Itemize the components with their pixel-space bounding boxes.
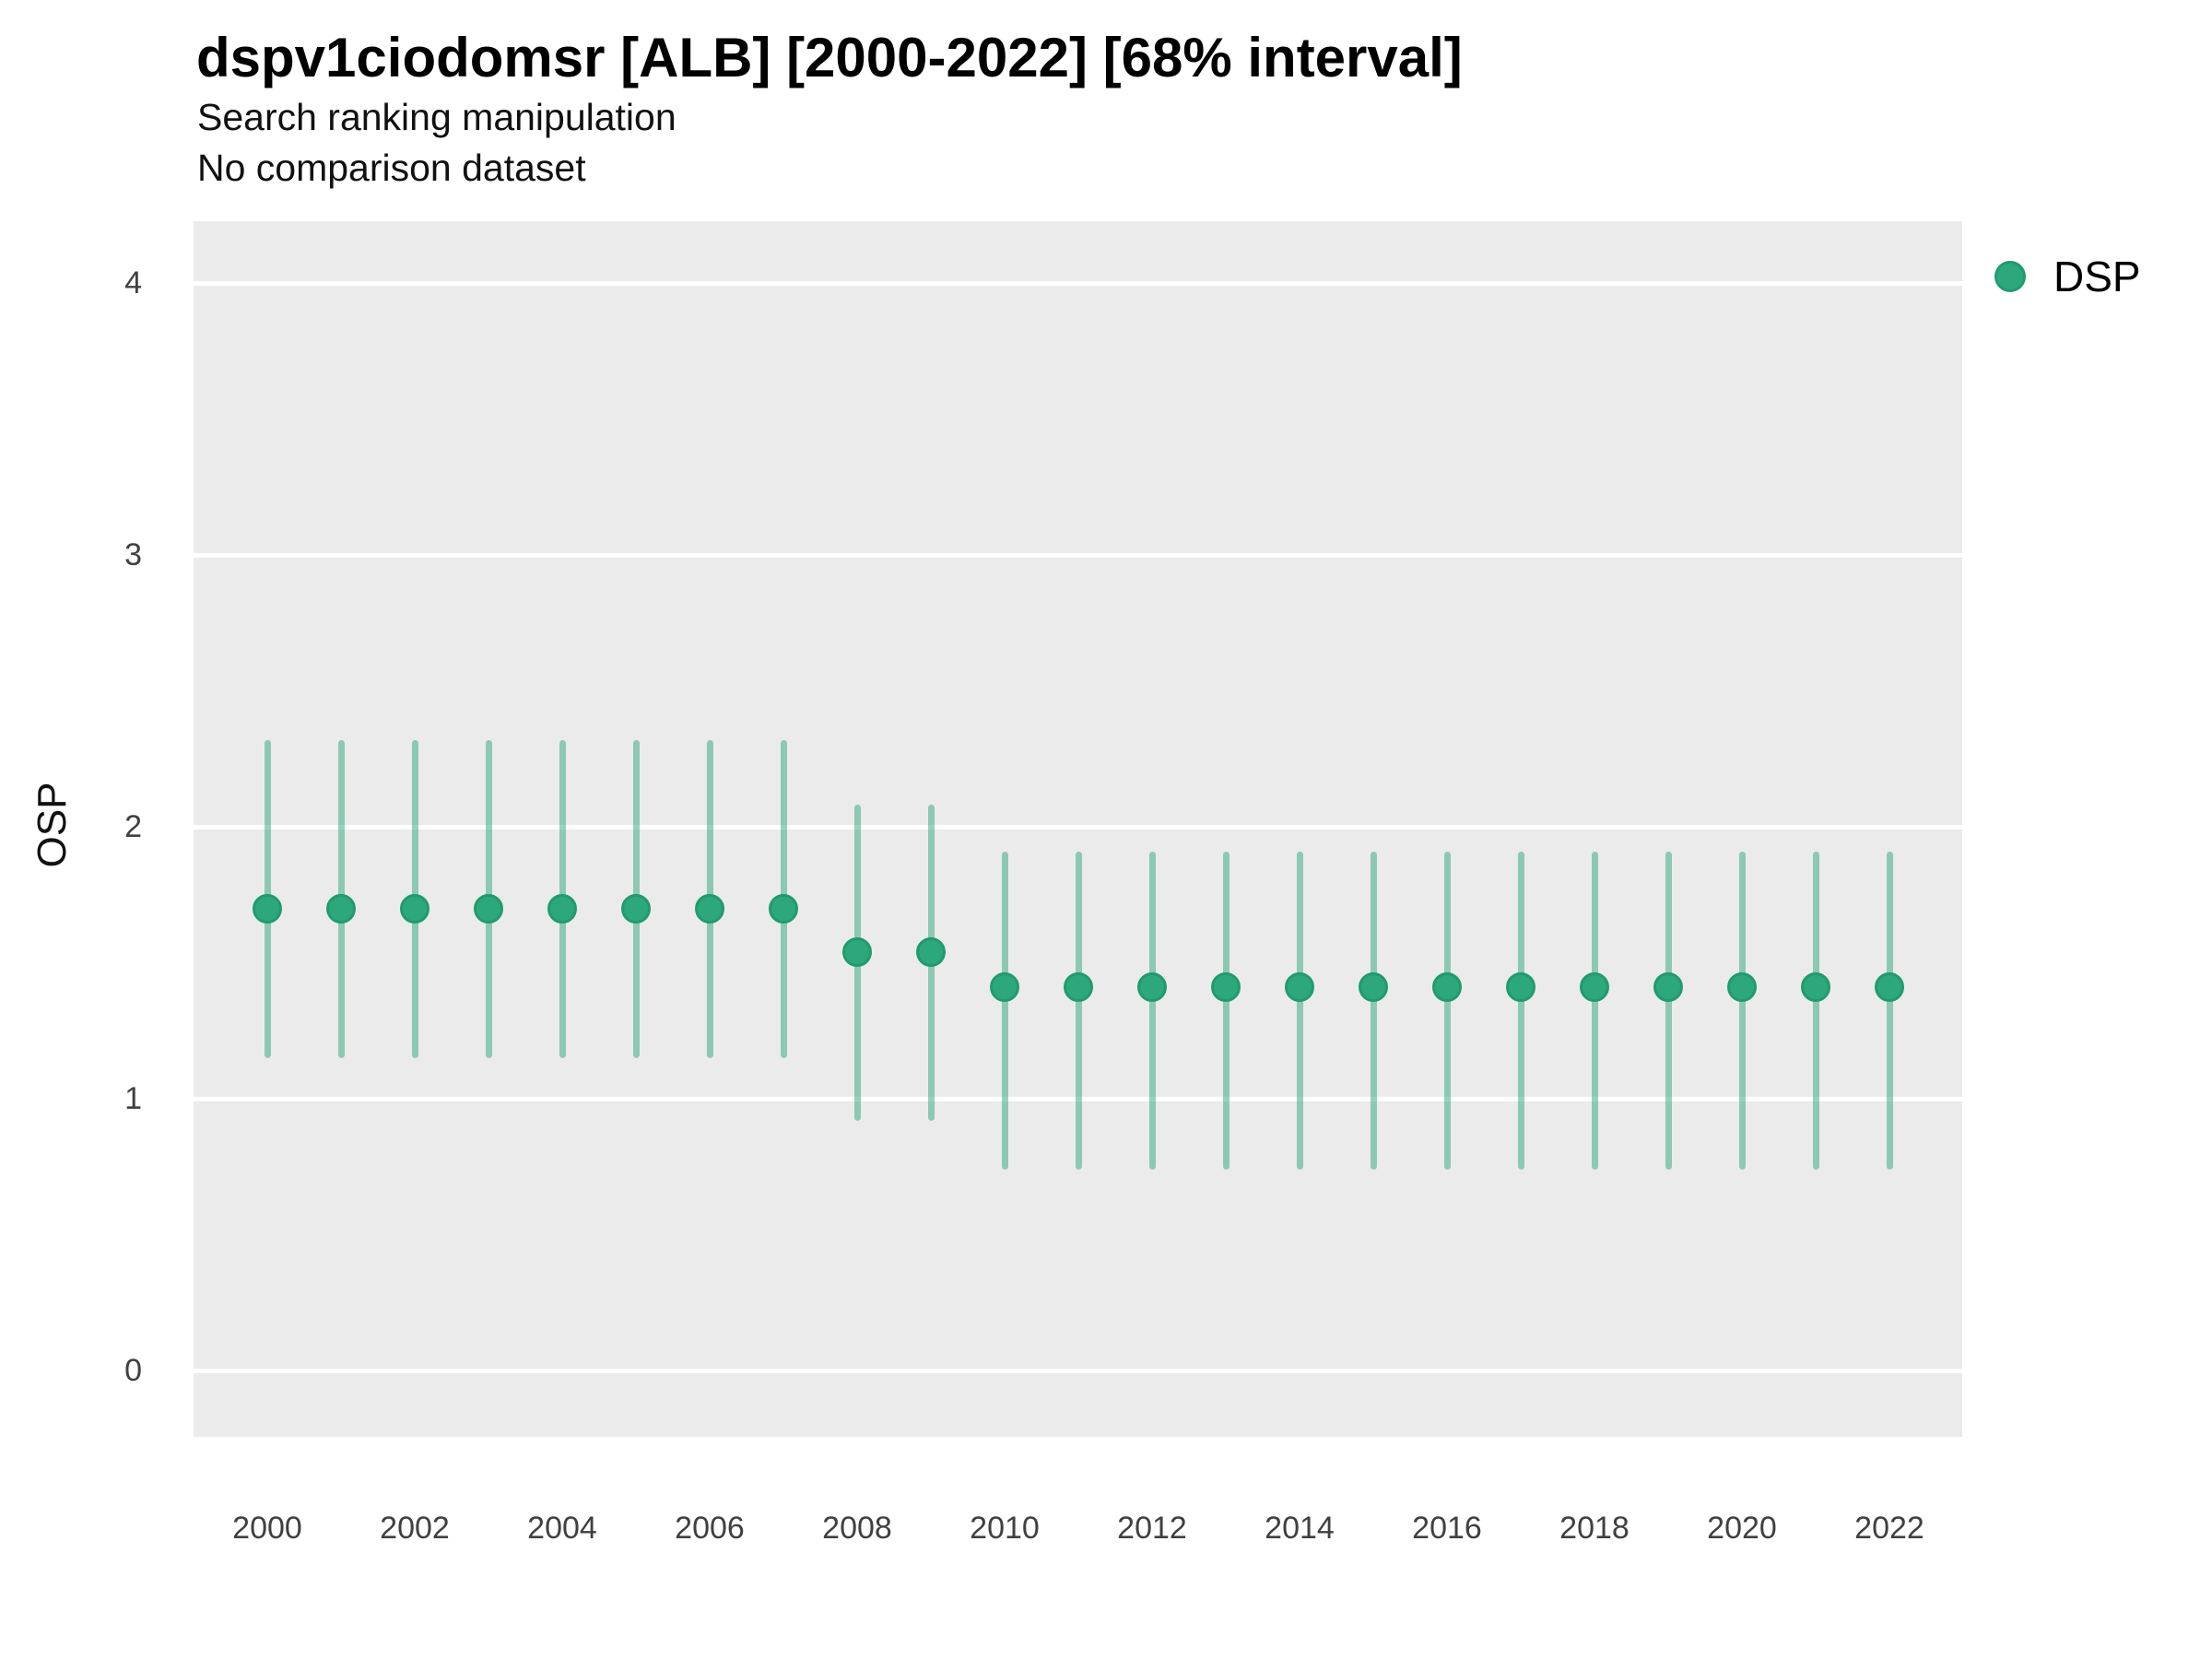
interval-bar — [1812, 851, 1819, 1170]
interval-bar — [1075, 851, 1082, 1170]
x-tick-label: 2014 — [1265, 1511, 1335, 1546]
x-tick-label: 2018 — [1559, 1511, 1630, 1546]
legend-series-label: DSP — [2053, 253, 2141, 300]
data-point — [1727, 972, 1757, 1003]
data-point — [1211, 972, 1241, 1003]
x-tick-label: 2022 — [1854, 1511, 1924, 1546]
data-point — [1875, 972, 1904, 1003]
x-tick-label: 2008 — [822, 1511, 892, 1546]
major-gridline — [194, 1368, 1962, 1373]
data-point — [253, 893, 282, 924]
chart-subtitle: Search ranking manipulation — [197, 96, 677, 138]
chart-note: No comparison dataset — [197, 147, 586, 189]
interval-bar — [1665, 851, 1672, 1170]
interval-bar — [1370, 851, 1377, 1170]
major-gridline — [194, 824, 1962, 830]
interval-bar — [1296, 851, 1303, 1170]
interval-bar — [1886, 851, 1893, 1170]
legend-marker-dot — [1994, 261, 2026, 292]
chart-title: dspv1ciodomsr [ALB] [2000-2022] [68% int… — [196, 27, 1463, 88]
data-point — [400, 893, 429, 924]
interval-bar — [1738, 851, 1746, 1170]
interval-bar — [1517, 851, 1524, 1170]
data-point — [1801, 972, 1830, 1003]
data-point — [474, 893, 503, 924]
data-point — [916, 936, 946, 967]
major-gridline — [194, 280, 1962, 286]
y-tick-label: 1 — [124, 1081, 142, 1116]
x-tick-label: 2002 — [380, 1511, 450, 1546]
x-tick-label: 2010 — [970, 1511, 1040, 1546]
y-tick-label: 2 — [124, 809, 142, 844]
y-tick-label: 3 — [124, 537, 142, 572]
data-point — [1580, 972, 1609, 1003]
x-tick-label: 2000 — [232, 1511, 302, 1546]
interval-bar — [1443, 851, 1451, 1170]
data-point — [842, 936, 872, 967]
interval-bar — [1591, 851, 1598, 1170]
x-tick-label: 2016 — [1412, 1511, 1482, 1546]
interval-bar — [1001, 851, 1008, 1170]
data-point — [695, 893, 724, 924]
data-point — [547, 893, 577, 924]
data-point — [769, 893, 798, 924]
x-tick-label: 2006 — [675, 1511, 745, 1546]
data-point — [1359, 972, 1388, 1003]
data-point — [1137, 972, 1167, 1003]
plot-panel — [194, 221, 1962, 1437]
x-tick-label: 2004 — [527, 1511, 597, 1546]
data-point — [1653, 972, 1683, 1003]
x-tick-label: 2020 — [1707, 1511, 1777, 1546]
interval-bar — [1148, 851, 1156, 1170]
interval-bar — [1222, 851, 1230, 1170]
data-point — [1506, 972, 1535, 1003]
data-point — [990, 972, 1019, 1003]
x-tick-label: 2012 — [1117, 1511, 1187, 1546]
data-point — [1285, 972, 1314, 1003]
data-point — [1432, 972, 1462, 1003]
y-tick-label: 4 — [124, 265, 142, 300]
data-point — [621, 893, 651, 924]
data-point — [1064, 972, 1093, 1003]
data-point — [326, 893, 356, 924]
major-gridline — [194, 552, 1962, 558]
y-tick-label: 0 — [124, 1353, 142, 1388]
